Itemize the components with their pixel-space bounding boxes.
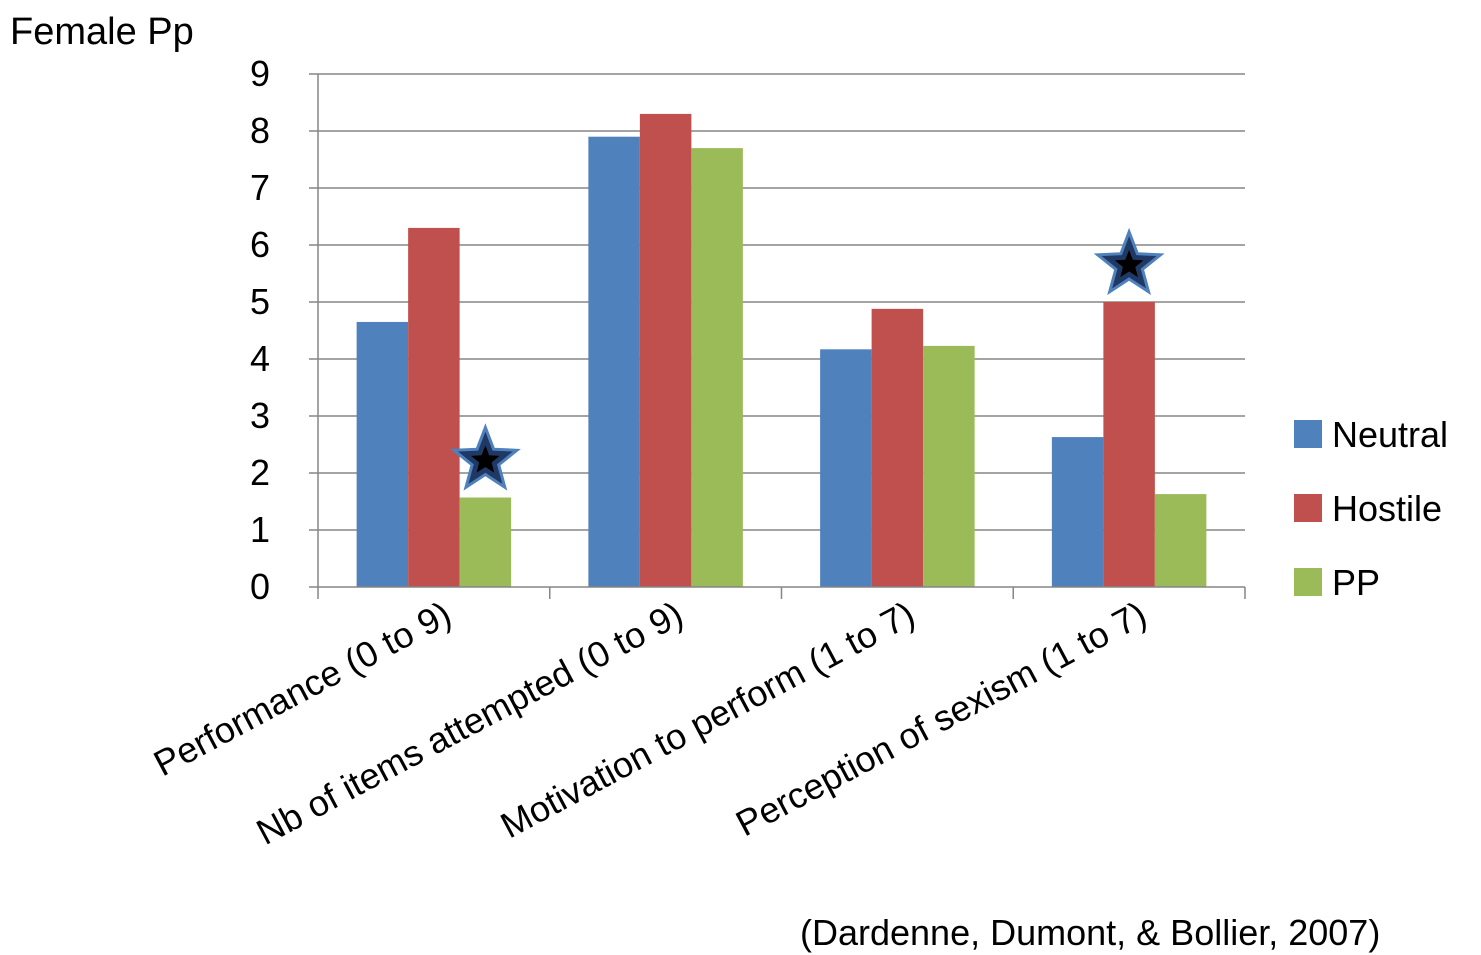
bar-hostile-3 (871, 308, 924, 587)
y-tick-label: 4 (250, 338, 270, 379)
significance-markers (449, 227, 1165, 491)
legend-label: Hostile (1332, 488, 1442, 529)
citation-text: (Dardenne, Dumont, & Bollier, 2007) (800, 912, 1380, 953)
y-tick-label: 8 (250, 110, 270, 151)
bar-pp-3 (923, 345, 975, 587)
bar-pp-1 (459, 497, 512, 587)
significance-star-icon (1093, 227, 1165, 296)
bar-pp-2 (691, 148, 743, 587)
chart-title: Female Pp (10, 11, 194, 53)
axis-layer (309, 73, 1246, 599)
category-label: Nb of items attempted (0 to 9) (250, 593, 690, 853)
legend-label: Neutral (1332, 414, 1448, 455)
legend-swatch (1294, 568, 1322, 596)
bar-hostile-2 (639, 113, 692, 588)
legend-swatch (1294, 494, 1322, 522)
y-tick-label: 3 (250, 395, 270, 436)
bar-neutral-3 (820, 349, 872, 587)
bar-neutral-4 (1051, 437, 1104, 587)
y-axis-tick-labels: 0 1 2 3 4 5 6 7 8 9 (250, 53, 270, 607)
bar-hostile-1 (408, 227, 460, 587)
category-label: Perception of sexism (1 to 7) (729, 593, 1153, 844)
legend: Neutral Hostile PP (1294, 414, 1448, 603)
y-tick-label: 9 (250, 53, 270, 94)
y-tick-label: 0 (250, 566, 270, 607)
y-tick-label: 6 (250, 224, 270, 265)
bar-hostile-4 (1103, 302, 1155, 587)
legend-item-pp: PP (1294, 562, 1380, 603)
y-tick-label: 2 (250, 452, 270, 493)
y-tick-label: 5 (250, 281, 270, 322)
y-tick-label: 7 (250, 167, 270, 208)
bar-pp-4 (1154, 494, 1207, 587)
bar-neutral-2 (588, 136, 640, 587)
y-tick-label: 1 (250, 509, 270, 550)
bar-neutral-1 (356, 321, 409, 587)
bar-layer (356, 113, 1207, 588)
legend-label: PP (1332, 562, 1380, 603)
category-label: Motivation to perform (1 to 7) (494, 593, 921, 846)
legend-item-neutral: Neutral (1294, 414, 1448, 455)
legend-swatch (1294, 420, 1322, 448)
legend-item-hostile: Hostile (1294, 488, 1442, 529)
significance-star-icon (449, 423, 521, 491)
x-axis-category-labels: Performance (0 to 9)Nb of items attempte… (147, 593, 1153, 853)
